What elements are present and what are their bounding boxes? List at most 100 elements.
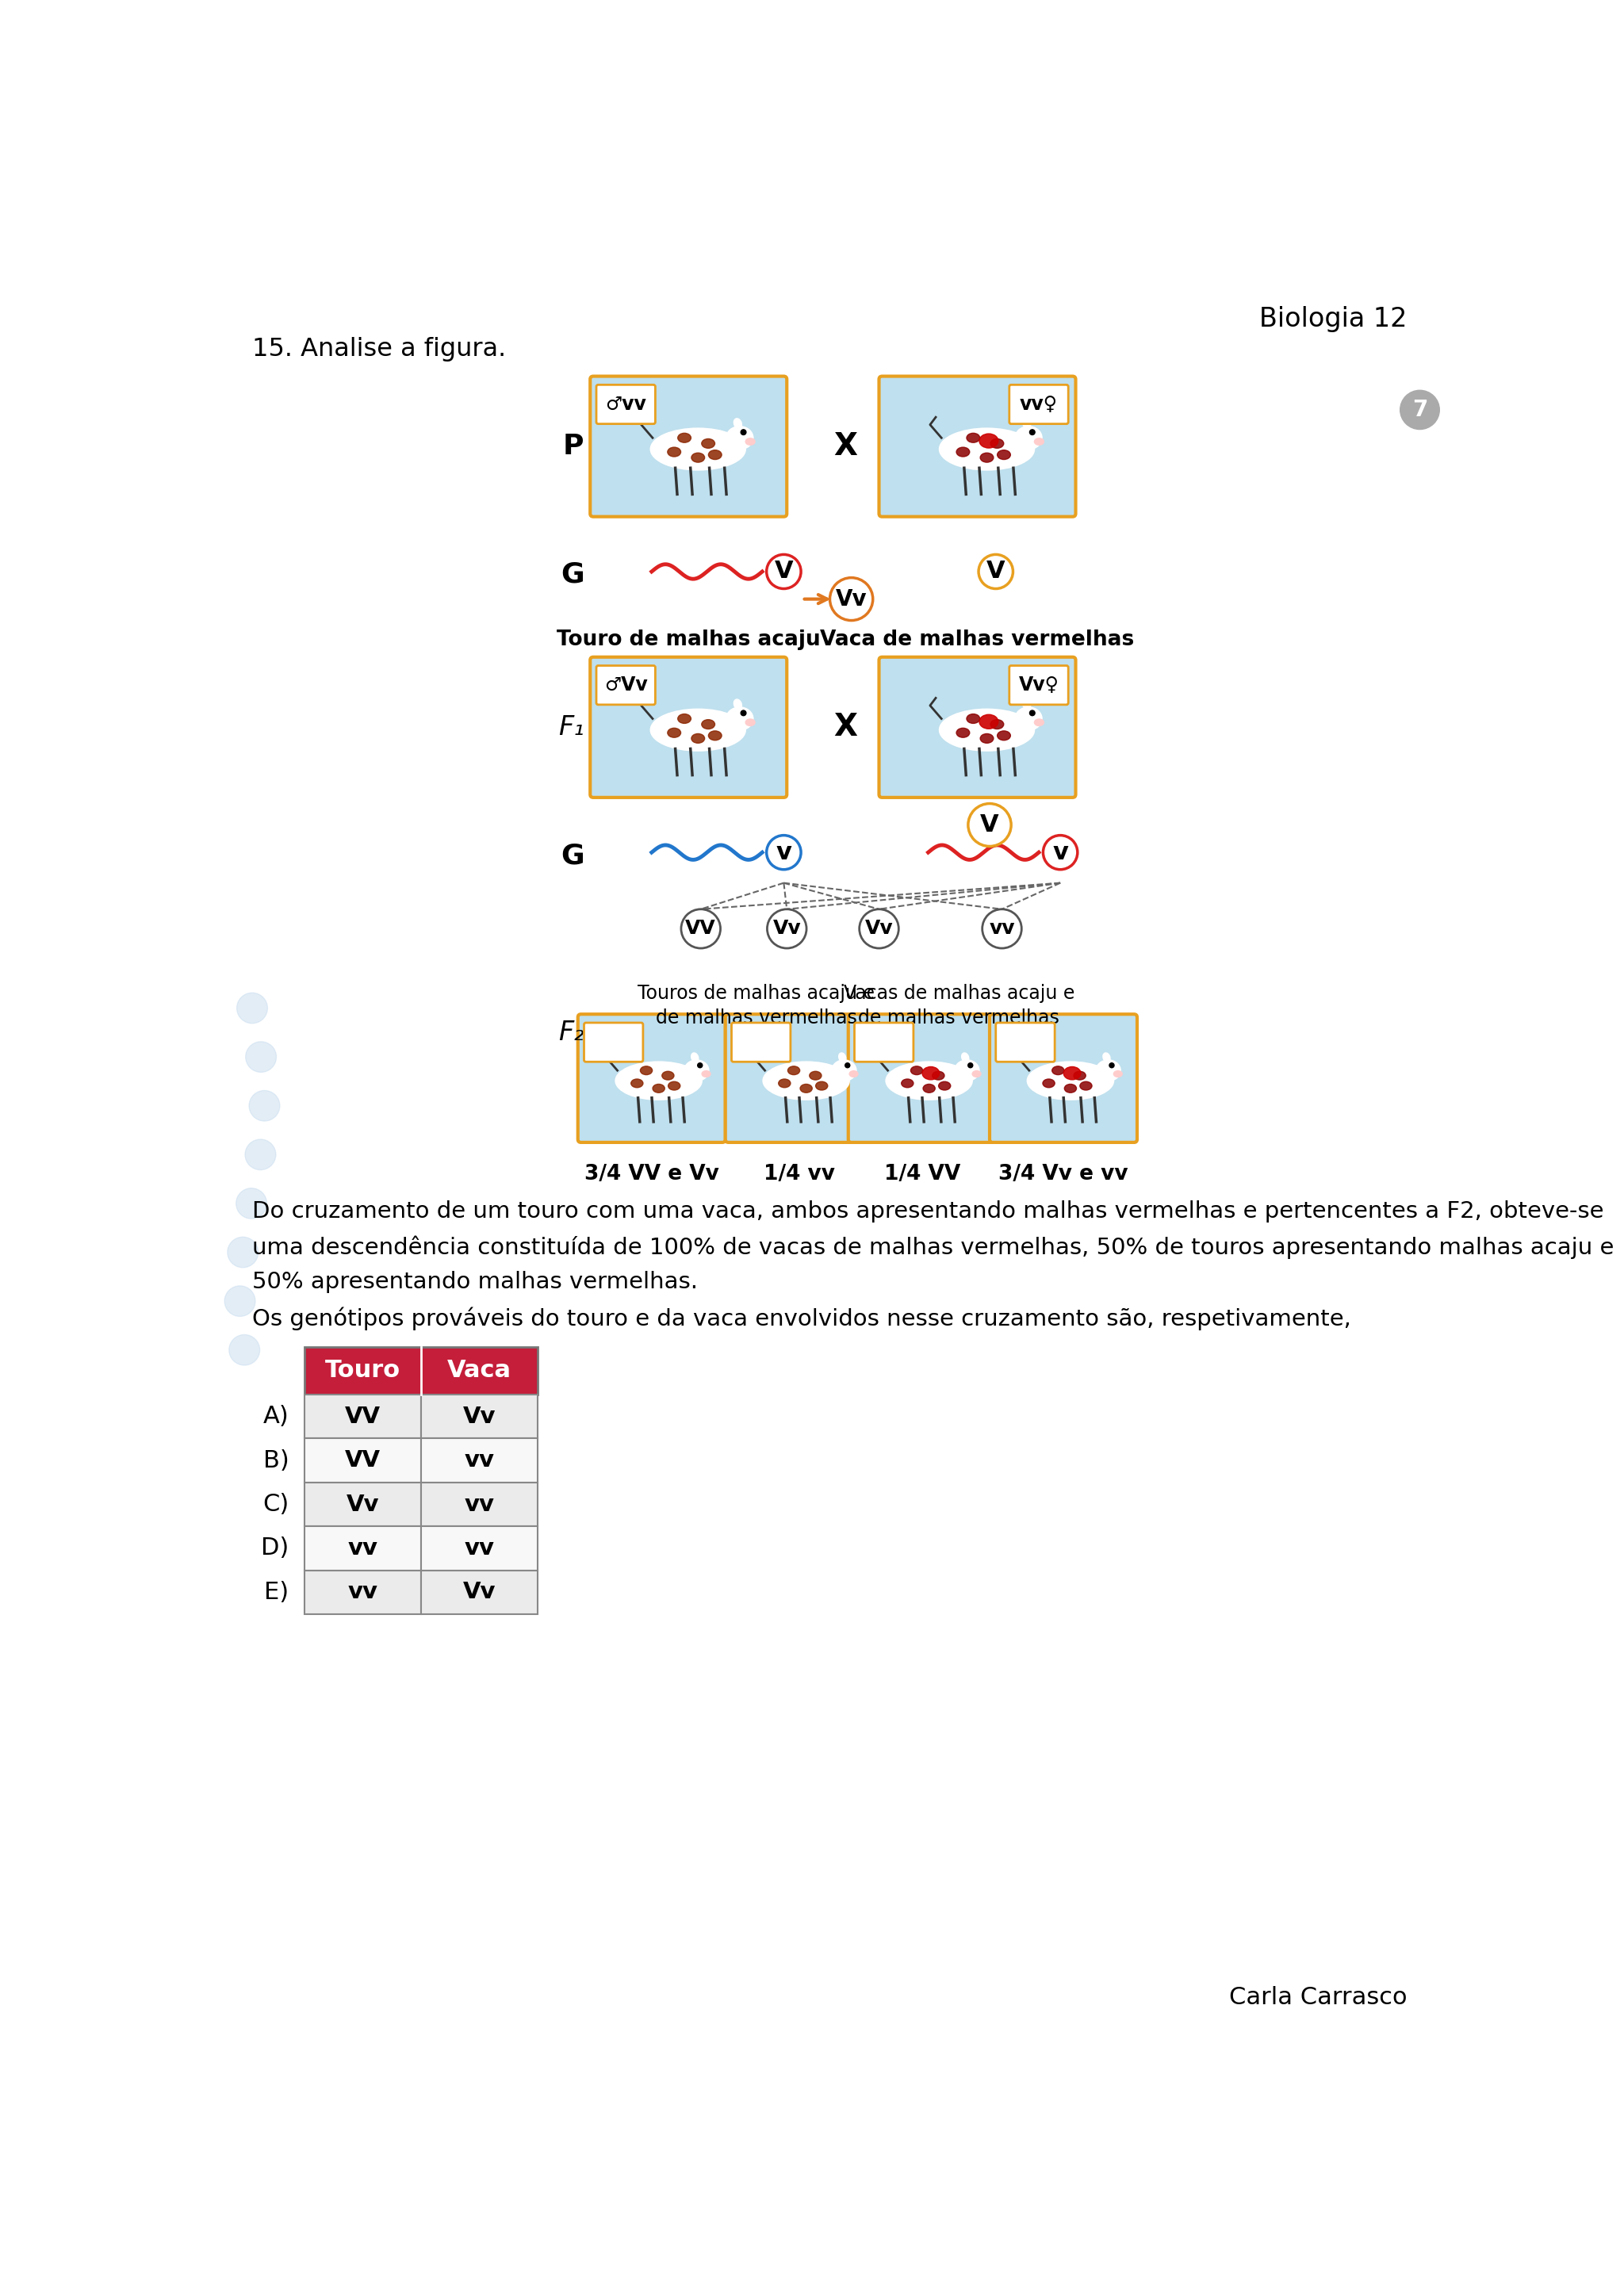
Ellipse shape bbox=[677, 434, 692, 443]
Ellipse shape bbox=[991, 439, 1004, 448]
Ellipse shape bbox=[979, 434, 999, 448]
Text: 1/4 vv: 1/4 vv bbox=[763, 1164, 835, 1185]
Text: vv: vv bbox=[464, 1449, 495, 1472]
Circle shape bbox=[1400, 390, 1439, 429]
FancyBboxPatch shape bbox=[304, 1394, 421, 1440]
Circle shape bbox=[983, 909, 1021, 948]
Text: 3/4 Vv e vv: 3/4 Vv e vv bbox=[999, 1164, 1129, 1185]
Text: Vv: Vv bbox=[866, 918, 893, 939]
Ellipse shape bbox=[1064, 1084, 1077, 1093]
Text: v: v bbox=[776, 840, 791, 863]
Circle shape bbox=[859, 909, 898, 948]
Ellipse shape bbox=[1103, 1054, 1111, 1063]
FancyBboxPatch shape bbox=[996, 1022, 1054, 1061]
Text: Vv: Vv bbox=[463, 1582, 495, 1603]
Circle shape bbox=[698, 1063, 703, 1068]
Ellipse shape bbox=[901, 1079, 913, 1088]
FancyBboxPatch shape bbox=[848, 1015, 996, 1143]
Text: A): A) bbox=[263, 1405, 289, 1428]
Text: VV: VV bbox=[344, 1449, 380, 1472]
Circle shape bbox=[1043, 836, 1077, 870]
Ellipse shape bbox=[702, 1070, 710, 1077]
Ellipse shape bbox=[939, 1081, 950, 1091]
Text: Vacas de malhas acaju e
de malhas vermelhas: Vacas de malhas acaju e de malhas vermel… bbox=[843, 983, 1075, 1029]
Circle shape bbox=[1030, 429, 1034, 434]
Ellipse shape bbox=[640, 1065, 653, 1075]
Circle shape bbox=[237, 992, 268, 1024]
Text: 15. Analise a figura.: 15. Analise a figura. bbox=[252, 338, 507, 360]
FancyBboxPatch shape bbox=[421, 1394, 538, 1440]
Text: vv: vv bbox=[464, 1538, 495, 1559]
Ellipse shape bbox=[940, 429, 1034, 471]
Circle shape bbox=[844, 1063, 849, 1068]
Text: V: V bbox=[981, 813, 999, 836]
Ellipse shape bbox=[1073, 1072, 1086, 1079]
Ellipse shape bbox=[815, 1081, 828, 1091]
Ellipse shape bbox=[997, 730, 1010, 739]
Text: vv: vv bbox=[348, 1582, 378, 1603]
FancyBboxPatch shape bbox=[585, 1022, 643, 1061]
Circle shape bbox=[680, 909, 721, 948]
Ellipse shape bbox=[702, 439, 715, 448]
FancyBboxPatch shape bbox=[879, 377, 1075, 517]
FancyBboxPatch shape bbox=[596, 386, 656, 425]
Text: 1/4 VV: 1/4 VV bbox=[883, 1164, 960, 1185]
Ellipse shape bbox=[1015, 707, 1041, 730]
Circle shape bbox=[245, 1042, 276, 1072]
Text: Vv: Vv bbox=[836, 588, 867, 611]
Ellipse shape bbox=[1096, 1061, 1121, 1081]
FancyBboxPatch shape bbox=[1009, 666, 1069, 705]
Ellipse shape bbox=[979, 714, 999, 728]
FancyBboxPatch shape bbox=[421, 1483, 538, 1527]
Ellipse shape bbox=[1064, 1068, 1080, 1079]
Ellipse shape bbox=[708, 730, 721, 739]
Circle shape bbox=[741, 709, 745, 716]
Text: X: X bbox=[833, 432, 857, 461]
Ellipse shape bbox=[734, 418, 742, 429]
FancyBboxPatch shape bbox=[879, 657, 1075, 797]
Ellipse shape bbox=[957, 728, 970, 737]
Circle shape bbox=[830, 579, 872, 620]
Circle shape bbox=[767, 909, 807, 948]
Text: Vv: Vv bbox=[346, 1492, 380, 1515]
Ellipse shape bbox=[692, 735, 705, 744]
FancyBboxPatch shape bbox=[854, 1022, 913, 1061]
Ellipse shape bbox=[1052, 1065, 1064, 1075]
Ellipse shape bbox=[1043, 1079, 1054, 1088]
Ellipse shape bbox=[763, 1063, 849, 1100]
FancyBboxPatch shape bbox=[304, 1348, 538, 1394]
Circle shape bbox=[235, 1187, 266, 1219]
Text: Vaca de malhas vermelhas: Vaca de malhas vermelhas bbox=[820, 629, 1135, 650]
Ellipse shape bbox=[997, 450, 1010, 459]
Text: 7: 7 bbox=[1413, 400, 1427, 420]
Text: ♂vv: ♂vv bbox=[606, 395, 646, 413]
Ellipse shape bbox=[708, 450, 721, 459]
Ellipse shape bbox=[940, 709, 1034, 751]
Text: C): C) bbox=[263, 1492, 289, 1515]
Text: vv: vv bbox=[989, 918, 1015, 939]
Ellipse shape bbox=[911, 1065, 922, 1075]
FancyBboxPatch shape bbox=[578, 1015, 726, 1143]
Ellipse shape bbox=[1023, 700, 1031, 709]
Text: Vv: Vv bbox=[463, 1405, 495, 1428]
Text: F₂: F₂ bbox=[559, 1019, 585, 1045]
Circle shape bbox=[1109, 1063, 1114, 1068]
Ellipse shape bbox=[981, 735, 994, 744]
Ellipse shape bbox=[632, 1079, 643, 1088]
Ellipse shape bbox=[615, 1063, 702, 1100]
Circle shape bbox=[767, 836, 801, 870]
FancyBboxPatch shape bbox=[304, 1440, 421, 1483]
Text: vv: vv bbox=[348, 1538, 378, 1559]
Ellipse shape bbox=[684, 1061, 708, 1081]
Circle shape bbox=[741, 429, 745, 434]
Circle shape bbox=[245, 1139, 276, 1171]
Ellipse shape bbox=[1034, 439, 1044, 445]
FancyBboxPatch shape bbox=[989, 1015, 1137, 1143]
Ellipse shape bbox=[801, 1084, 812, 1093]
Circle shape bbox=[229, 1334, 260, 1366]
Text: E): E) bbox=[265, 1582, 289, 1605]
Ellipse shape bbox=[991, 719, 1004, 730]
Ellipse shape bbox=[651, 709, 745, 751]
Ellipse shape bbox=[922, 1084, 935, 1093]
Ellipse shape bbox=[702, 719, 715, 730]
